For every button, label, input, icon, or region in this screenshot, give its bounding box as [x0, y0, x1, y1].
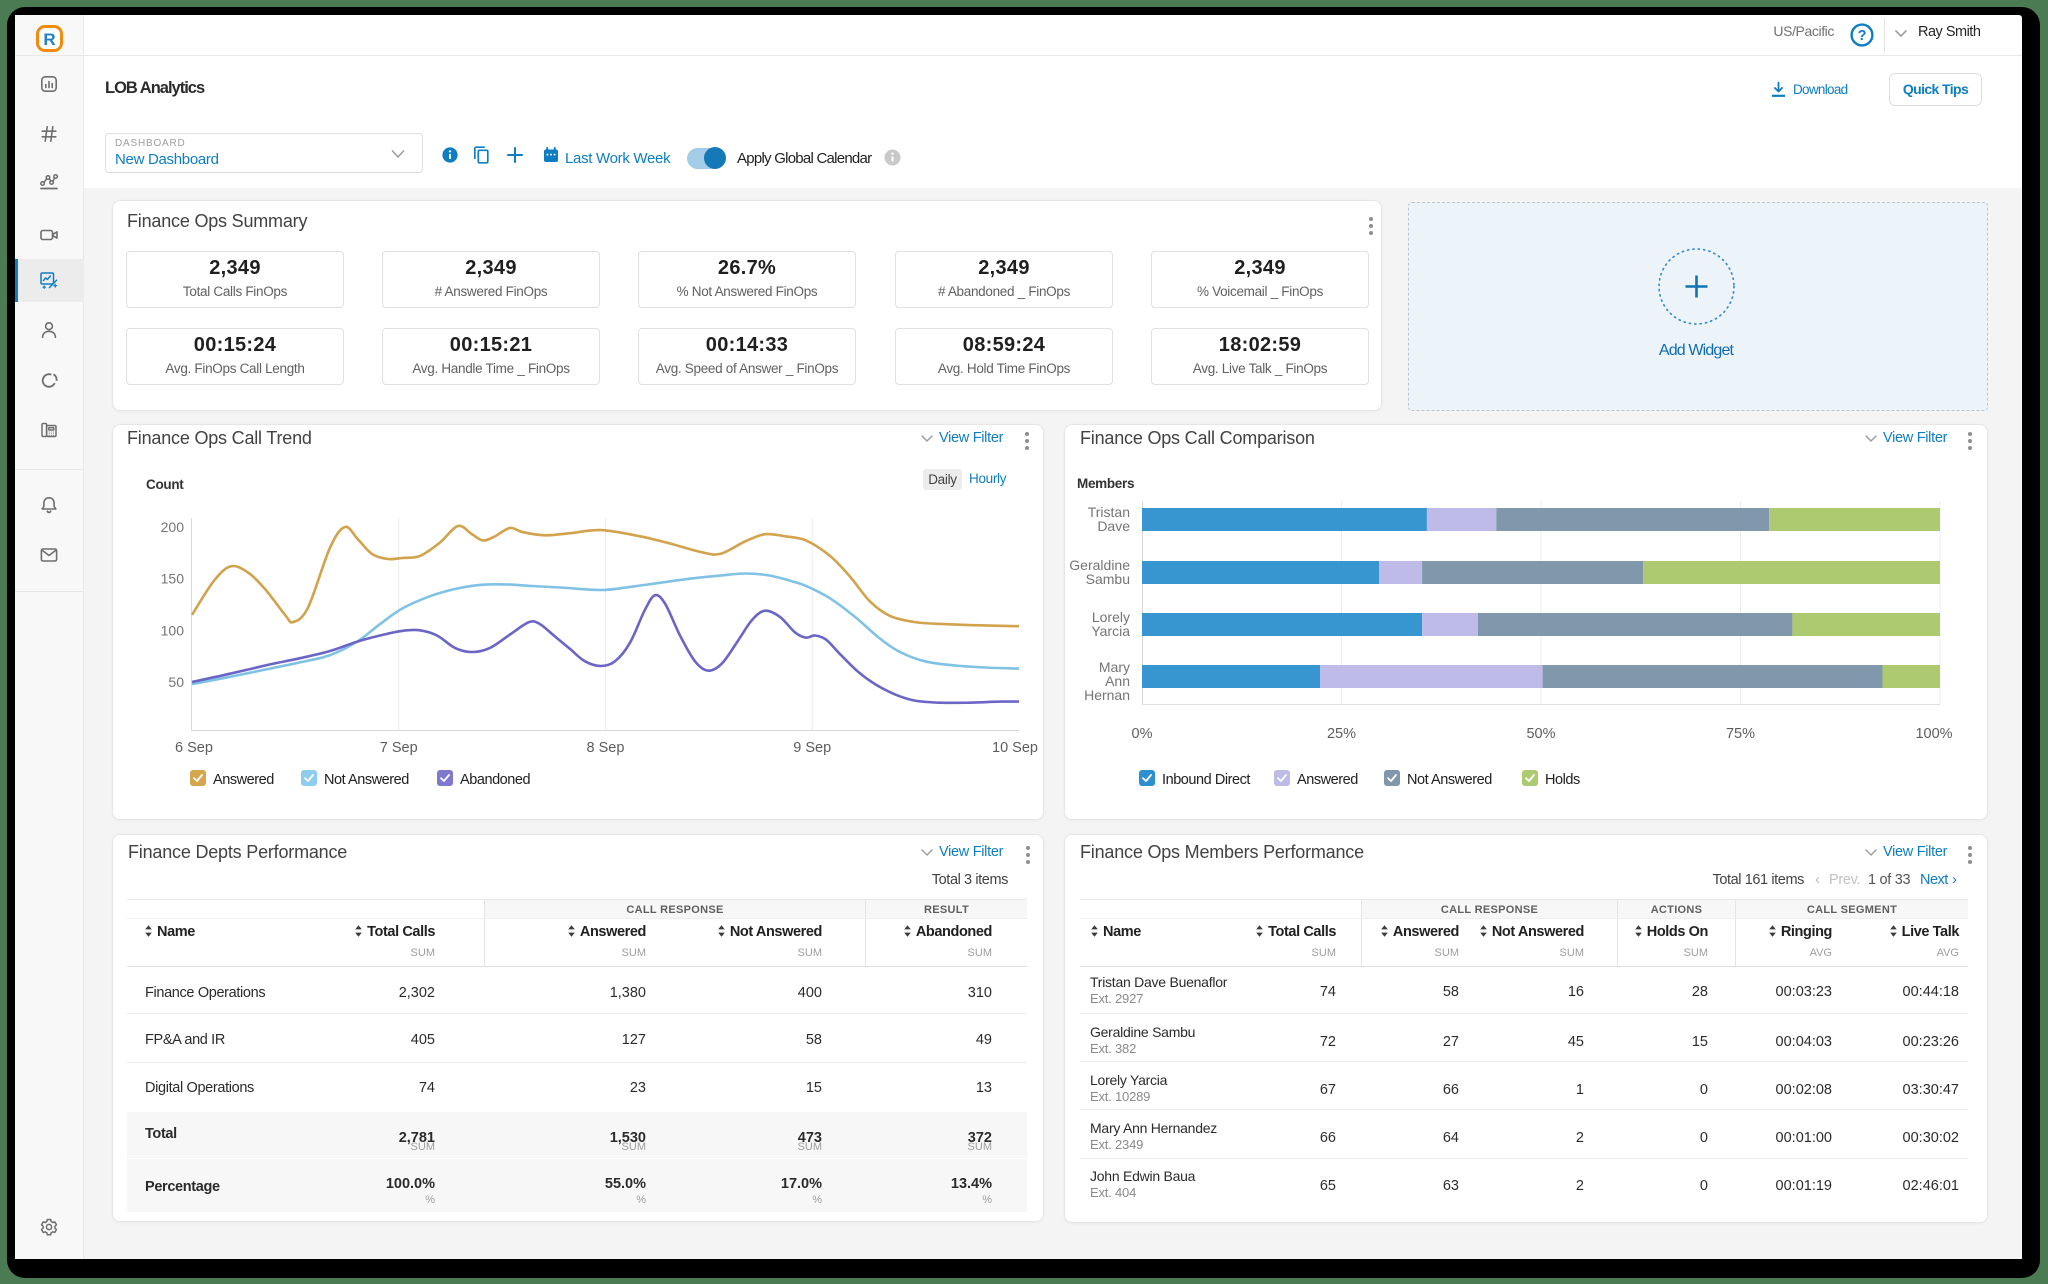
svg-text:75%: 75% [1726, 726, 1755, 742]
svg-text:100%: 100% [1915, 726, 1952, 742]
svg-text:7 Sep: 7 Sep [380, 740, 418, 756]
svg-text:Hernan: Hernan [1084, 687, 1130, 703]
svg-text:Sambu: Sambu [1086, 571, 1130, 587]
svg-text:50%: 50% [1526, 726, 1555, 742]
svg-text:6 Sep: 6 Sep [175, 740, 213, 756]
svg-text:Ann: Ann [1105, 673, 1130, 689]
svg-text:0%: 0% [1132, 726, 1153, 742]
svg-text:Geraldine: Geraldine [1069, 557, 1130, 573]
svg-text:?: ? [1858, 28, 1867, 44]
svg-text:10 Sep: 10 Sep [992, 740, 1038, 756]
svg-text:25%: 25% [1327, 726, 1356, 742]
svg-text:Yarcia: Yarcia [1091, 623, 1130, 639]
svg-text:150: 150 [161, 571, 185, 587]
svg-text:Mary: Mary [1099, 659, 1130, 675]
svg-text:9 Sep: 9 Sep [793, 740, 831, 756]
svg-text:R: R [43, 30, 55, 49]
svg-text:Tristan: Tristan [1088, 504, 1130, 520]
svg-text:200: 200 [161, 519, 185, 535]
svg-text:8 Sep: 8 Sep [587, 740, 625, 756]
svg-text:50: 50 [168, 674, 184, 690]
svg-text:Lorely: Lorely [1092, 609, 1130, 625]
svg-text:100: 100 [161, 622, 185, 638]
svg-text:Dave: Dave [1097, 518, 1130, 534]
